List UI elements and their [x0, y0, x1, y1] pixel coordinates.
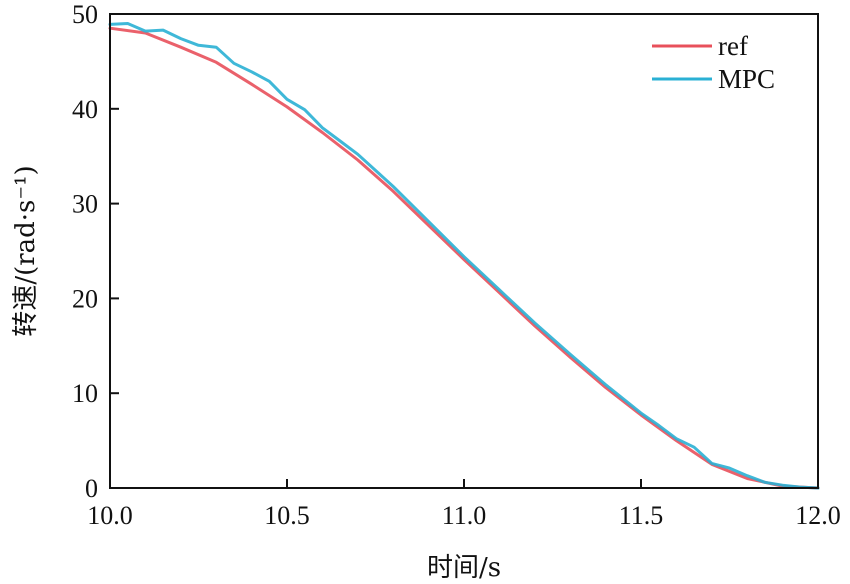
x-tick-label: 12.0 — [795, 501, 841, 530]
series-layer — [108, 22, 820, 490]
plot-frame — [109, 13, 819, 489]
x-tick-label: 11.0 — [442, 501, 487, 530]
legend-label-mpc: MPC — [718, 64, 775, 94]
series-line-ref — [108, 26, 820, 490]
x-tick-label: 10.5 — [264, 501, 310, 530]
series-line-mpc — [108, 22, 820, 490]
y-tick-label: 30 — [72, 190, 98, 219]
x-tick-label: 10.0 — [87, 501, 133, 530]
x-axis-label: 时间/s — [427, 553, 501, 583]
x-axis: 10.0 10.5 11.0 11.5 12.0 — [87, 479, 841, 530]
legend-label-ref: ref — [718, 31, 748, 61]
x-tick-label: 11.5 — [619, 501, 664, 530]
y-tick-label: 10 — [72, 379, 98, 408]
y-tick-label: 50 — [72, 0, 98, 29]
y-tick-label: 0 — [85, 474, 98, 503]
y-axis-label: 转速/(rad·s⁻¹) — [11, 165, 41, 336]
y-tick-label: 40 — [72, 95, 98, 124]
y-axis: 0 10 20 30 40 50 — [72, 0, 119, 503]
y-tick-label: 20 — [72, 284, 98, 313]
